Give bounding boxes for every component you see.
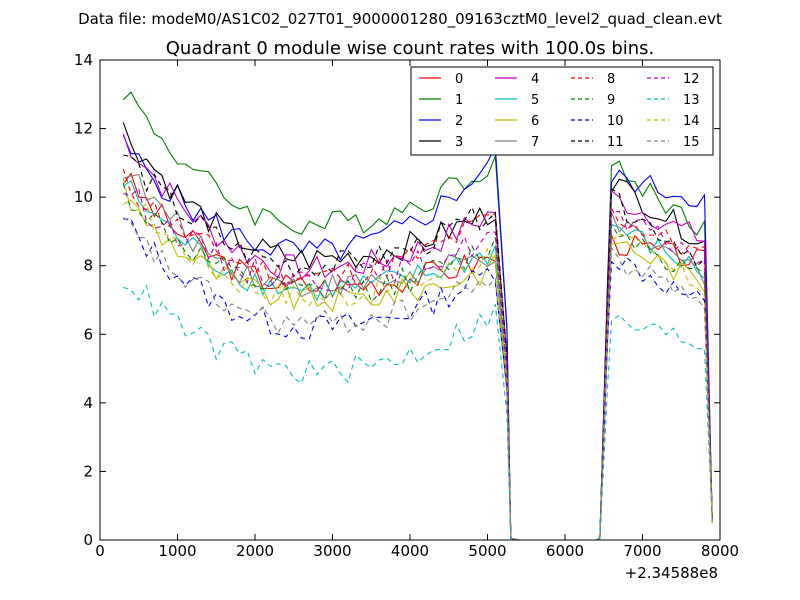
legend-box (410, 66, 714, 156)
chart-title: Quadrant 0 module wise count rates with … (166, 38, 655, 59)
legend-label-4: 4 (531, 72, 539, 87)
y-tick-label: 8 (83, 257, 93, 275)
series-line-13 (123, 284, 713, 541)
legend-label-14: 14 (683, 114, 700, 129)
y-tick-label: 14 (74, 51, 93, 69)
x-tick-label: 8000 (701, 542, 739, 560)
legend-label-6: 6 (531, 114, 539, 129)
legend-label-1: 1 (455, 93, 463, 108)
x-tick-label: 4000 (391, 542, 429, 560)
series-line-9 (122, 183, 713, 541)
x-tick-label: 6000 (546, 542, 584, 560)
series-lines (122, 91, 713, 541)
y-tick-label: 0 (83, 531, 93, 549)
series-line-11 (123, 154, 713, 541)
x-tick-label: 2000 (236, 542, 274, 560)
series-line-10 (123, 218, 713, 541)
legend-label-11: 11 (607, 135, 624, 150)
legend-label-9: 9 (607, 93, 615, 108)
axis-ticks: 0 1000 2000 3000 4000 5000 6000 7000 80000246810… (74, 51, 739, 560)
series-line-1 (122, 91, 713, 541)
y-tick-label: 12 (74, 120, 93, 138)
legend-label-12: 12 (683, 72, 700, 87)
series-line-12 (123, 187, 713, 541)
series-line-3 (122, 122, 713, 541)
legend-label-15: 15 (683, 135, 700, 150)
series-line-15 (123, 217, 713, 541)
series-line-5 (122, 179, 713, 541)
series-line-7 (123, 173, 713, 541)
y-tick-label: 2 (83, 462, 93, 480)
legend-label-8: 8 (607, 72, 615, 87)
series-line-8 (122, 168, 713, 541)
x-tick-label: 7000 (623, 542, 661, 560)
legend-label-3: 3 (455, 135, 463, 150)
legend-label-2: 2 (455, 114, 463, 129)
y-tick-label: 6 (83, 325, 93, 343)
legend-label-0: 0 (455, 72, 463, 87)
y-tick-label: 10 (74, 188, 93, 206)
series-line-6 (123, 199, 713, 541)
legend-label-10: 10 (607, 114, 624, 129)
series-line-4 (122, 133, 713, 541)
legend-label-5: 5 (531, 93, 539, 108)
x-tick-label: 3000 (313, 542, 351, 560)
chart-suptitle: Data file: modeM0/AS1C02_027T01_90000012… (78, 10, 722, 29)
series-line-14 (122, 178, 713, 541)
x-offset-label: +2.34588e8 (625, 564, 718, 582)
series-line-0 (122, 172, 713, 541)
y-tick-label: 4 (83, 394, 93, 412)
legend-label-13: 13 (683, 93, 700, 108)
x-tick-label: 5000 (468, 542, 506, 560)
x-tick-label: 1000 (158, 542, 196, 560)
series-line-2 (122, 134, 713, 541)
x-tick-label: 0 (95, 542, 105, 560)
legend-label-7: 7 (531, 135, 539, 150)
